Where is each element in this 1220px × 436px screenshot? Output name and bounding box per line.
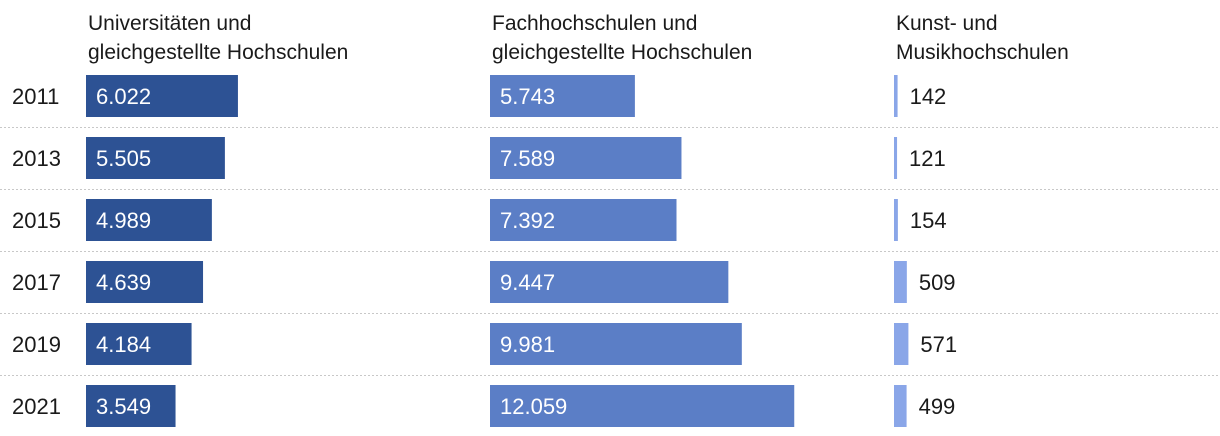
bar-1-2011	[86, 75, 238, 117]
bar-1-2017	[86, 261, 204, 303]
row-separators	[0, 127, 1220, 376]
bar-2-2019	[490, 323, 742, 365]
panel-header-2-line-2: gleichgestellte Hochschulen	[492, 41, 752, 64]
value-label-1-2015: 4.989	[96, 208, 151, 233]
bar-2-2013	[490, 137, 682, 179]
bar-3-2015	[894, 199, 898, 241]
bar-1-2021	[86, 385, 176, 427]
bar-2-2015	[490, 199, 677, 241]
panel-header-1-line-2: gleichgestellte Hochschulen	[88, 41, 348, 64]
year-labels: 2011 2013 2015 2017 2019 2021	[12, 84, 61, 419]
panel-header-3-line-1: Kunst- und	[896, 12, 998, 35]
value-label-1-2017: 4.639	[96, 270, 151, 295]
bar-3-2017	[894, 261, 907, 303]
bar-3-2011	[894, 75, 898, 117]
value-label-3-2015: 154	[910, 208, 947, 233]
value-label-3-2017: 509	[919, 270, 956, 295]
value-label-3-2013: 121	[909, 146, 946, 171]
panel-header-1-line-1: Universitäten und	[88, 12, 251, 35]
value-label-2-2011: 5.743	[500, 84, 555, 109]
panel-header-3-line-2: Musikhochschulen	[896, 41, 1069, 64]
bar-3-2013	[894, 137, 898, 179]
year-label-2017: 2017	[12, 270, 61, 295]
bars	[86, 75, 909, 427]
year-label-2021: 2021	[12, 394, 61, 419]
value-label-3-2019: 571	[920, 332, 957, 357]
panel-header-2-line-1: Fachhochschulen und	[492, 12, 697, 35]
bar-1-2019	[86, 323, 192, 365]
bar-3-2019	[894, 323, 909, 365]
value-label-1-2013: 5.505	[96, 146, 151, 171]
year-label-2015: 2015	[12, 208, 61, 233]
panel-headers: Universitäten und gleichgestellte Hochsch…	[88, 12, 1069, 64]
value-label-2-2015: 7.392	[500, 208, 555, 233]
bar-1-2013	[86, 137, 225, 179]
value-label-3-2011: 142	[910, 84, 947, 109]
value-label-2-2021: 12.059	[500, 394, 567, 419]
value-label-1-2021: 3.549	[96, 394, 151, 419]
value-label-2-2013: 7.589	[500, 146, 555, 171]
value-label-2-2019: 9.981	[500, 332, 555, 357]
bar-3-2021	[894, 385, 907, 427]
bar-2-2017	[490, 261, 729, 303]
value-label-2-2017: 9.447	[500, 270, 555, 295]
value-label-1-2011: 6.022	[96, 84, 151, 109]
bar-2-2011	[490, 75, 635, 117]
value-label-1-2019: 4.184	[96, 332, 151, 357]
bar-2-2021	[490, 385, 795, 427]
year-label-2013: 2013	[12, 146, 61, 171]
bar-1-2015	[86, 199, 212, 241]
year-label-2011: 2011	[12, 84, 59, 109]
year-label-2019: 2019	[12, 332, 61, 357]
value-labels: 6.022 5.743 142 5.505 7.589 121 4.989 7.392 154 4…	[96, 84, 957, 419]
value-label-3-2021: 499	[919, 394, 956, 419]
